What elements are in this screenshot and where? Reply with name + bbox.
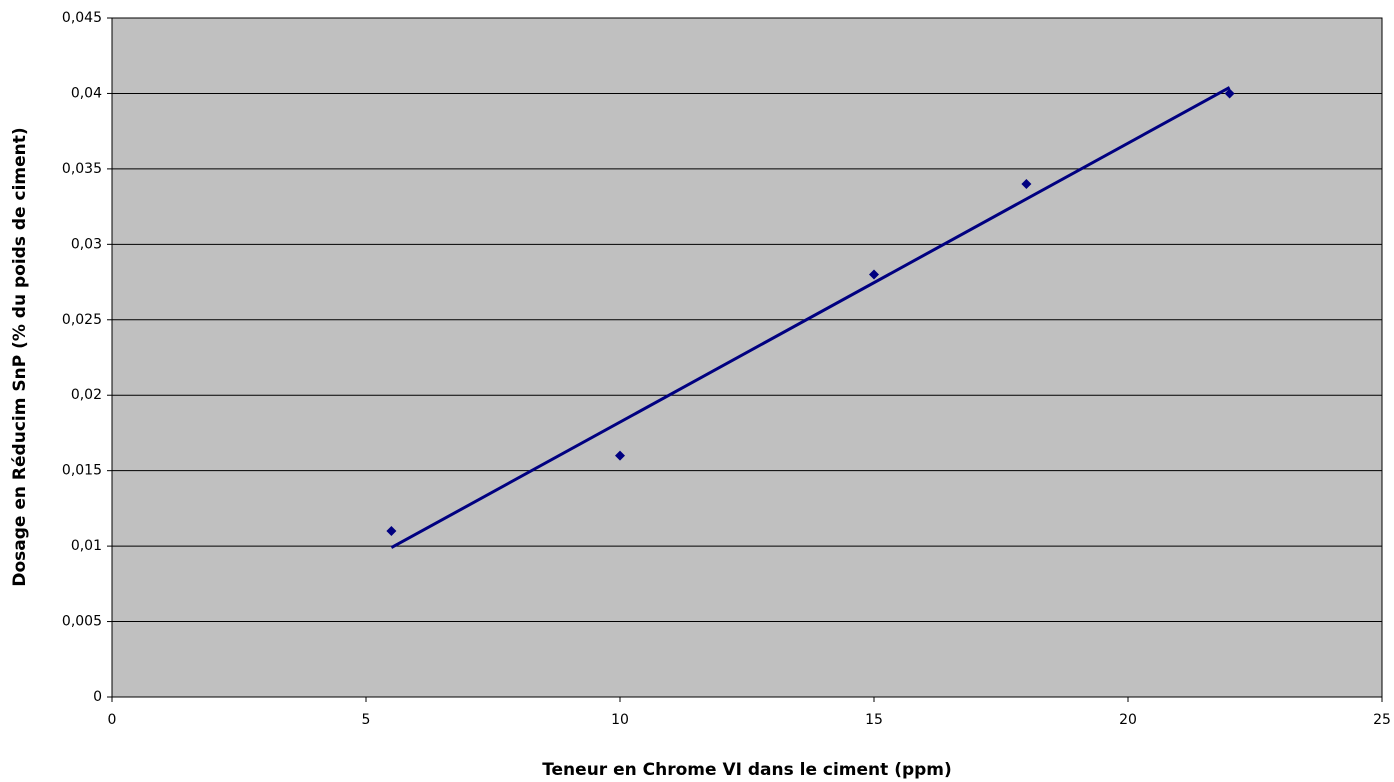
plot-area xyxy=(112,18,1382,697)
y-tick-label: 0,04 xyxy=(71,85,102,101)
y-tick-label: 0,01 xyxy=(71,538,102,554)
x-tick-label: 15 xyxy=(865,712,883,728)
x-tick-label: 20 xyxy=(1119,712,1137,728)
data-point xyxy=(1224,88,1235,99)
trendline xyxy=(390,86,1231,549)
data-point xyxy=(386,526,397,537)
y-tick-label: 0,015 xyxy=(62,463,102,479)
data-point xyxy=(1021,178,1032,189)
y-tick-label: 0,035 xyxy=(62,161,102,177)
y-axis-title: Dosage en Réducim SnP (% du poids de cim… xyxy=(10,127,30,586)
x-tick-label: 5 xyxy=(362,712,371,728)
x-axis-title: Teneur en Chrome VI dans le ciment (ppm) xyxy=(542,760,952,780)
y-tick-label: 0,045 xyxy=(62,10,102,26)
y-tick-label: 0,005 xyxy=(62,614,102,630)
plot-border xyxy=(111,17,1383,698)
y-tick-label: 0,025 xyxy=(62,312,102,328)
y-tick-label: 0,03 xyxy=(71,236,102,252)
y-tick-label: 0,02 xyxy=(71,387,102,403)
y-tick-label: 0 xyxy=(93,689,102,705)
data-point xyxy=(869,269,879,280)
x-tick-label: 25 xyxy=(1373,712,1391,728)
x-tick-label: 10 xyxy=(611,712,629,728)
data-point xyxy=(615,450,625,461)
x-tick-label: 0 xyxy=(108,712,117,728)
